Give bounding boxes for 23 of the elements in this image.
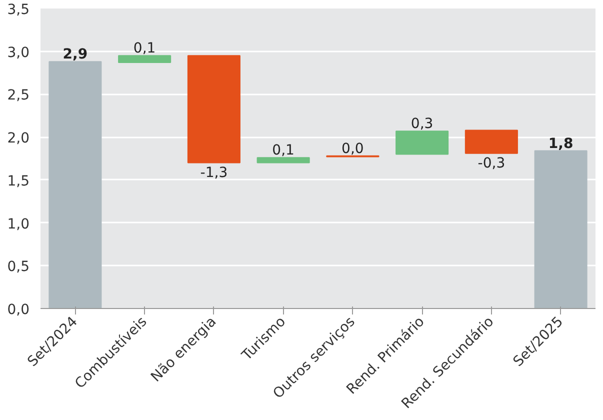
y-tick-label: 0,0 <box>7 302 30 318</box>
data-label: 0,0 <box>342 140 364 157</box>
y-tick-label: 0,5 <box>7 259 30 276</box>
y-tick-label: 2,5 <box>7 88 30 104</box>
bar <box>187 55 240 164</box>
y-tick-label: 1,0 <box>7 216 30 232</box>
data-label: 0,1 <box>272 142 294 159</box>
y-tick-label: 3,0 <box>7 44 30 61</box>
bar <box>396 130 449 155</box>
data-label: -1,3 <box>200 164 228 181</box>
bar <box>48 61 102 308</box>
bar <box>256 157 310 164</box>
bar <box>534 150 588 308</box>
data-label: 0,3 <box>410 116 434 132</box>
bar <box>464 130 518 154</box>
data-label: 1,8 <box>548 136 574 152</box>
data-label: 0,1 <box>133 40 156 57</box>
y-tick-label: 2,0 <box>7 130 30 147</box>
data-label: 2,9 <box>62 46 88 63</box>
y-tick-label: 3,5 <box>7 2 30 18</box>
data-label: -0,3 <box>478 155 506 172</box>
y-tick-label: 1,5 <box>7 173 30 190</box>
bar <box>118 55 172 63</box>
